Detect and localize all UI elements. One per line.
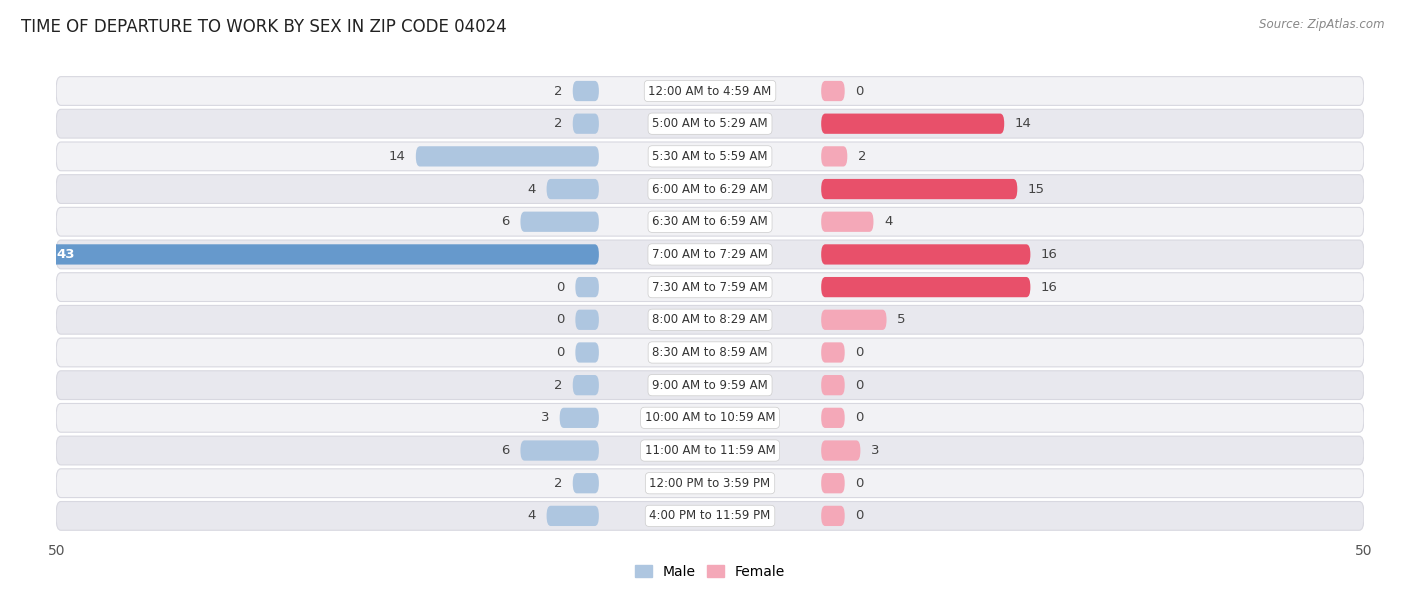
- FancyBboxPatch shape: [56, 436, 1364, 465]
- Text: 0: 0: [855, 346, 863, 359]
- Text: 14: 14: [1015, 117, 1032, 130]
- FancyBboxPatch shape: [560, 408, 599, 428]
- FancyBboxPatch shape: [547, 179, 599, 199]
- FancyBboxPatch shape: [56, 142, 1364, 171]
- FancyBboxPatch shape: [56, 77, 1364, 105]
- Text: 2: 2: [554, 378, 562, 392]
- FancyBboxPatch shape: [821, 506, 845, 526]
- FancyBboxPatch shape: [575, 342, 599, 362]
- Text: 4: 4: [527, 183, 536, 196]
- FancyBboxPatch shape: [575, 277, 599, 298]
- Text: 5:00 AM to 5:29 AM: 5:00 AM to 5:29 AM: [652, 117, 768, 130]
- FancyBboxPatch shape: [56, 371, 1364, 399]
- Text: 4:00 PM to 11:59 PM: 4:00 PM to 11:59 PM: [650, 509, 770, 522]
- FancyBboxPatch shape: [821, 245, 1031, 265]
- FancyBboxPatch shape: [821, 179, 1018, 199]
- Text: 10:00 AM to 10:59 AM: 10:00 AM to 10:59 AM: [645, 411, 775, 424]
- Text: 12:00 PM to 3:59 PM: 12:00 PM to 3:59 PM: [650, 477, 770, 490]
- Text: 16: 16: [1040, 281, 1057, 293]
- FancyBboxPatch shape: [37, 245, 599, 265]
- FancyBboxPatch shape: [56, 175, 1364, 203]
- FancyBboxPatch shape: [56, 305, 1364, 334]
- Text: 2: 2: [554, 117, 562, 130]
- Text: 3: 3: [870, 444, 879, 457]
- Text: 15: 15: [1028, 183, 1045, 196]
- Legend: Male, Female: Male, Female: [630, 559, 790, 584]
- Text: 0: 0: [855, 411, 863, 424]
- FancyBboxPatch shape: [416, 146, 599, 167]
- FancyBboxPatch shape: [520, 212, 599, 232]
- FancyBboxPatch shape: [821, 375, 845, 395]
- FancyBboxPatch shape: [821, 309, 887, 330]
- Text: 6:30 AM to 6:59 AM: 6:30 AM to 6:59 AM: [652, 215, 768, 228]
- Text: 0: 0: [855, 378, 863, 392]
- FancyBboxPatch shape: [821, 114, 1004, 134]
- Text: 6:00 AM to 6:29 AM: 6:00 AM to 6:29 AM: [652, 183, 768, 196]
- Text: 43: 43: [56, 248, 75, 261]
- Text: 16: 16: [1040, 248, 1057, 261]
- FancyBboxPatch shape: [821, 473, 845, 493]
- FancyBboxPatch shape: [572, 114, 599, 134]
- FancyBboxPatch shape: [821, 408, 845, 428]
- Text: 4: 4: [527, 509, 536, 522]
- Text: 0: 0: [557, 346, 565, 359]
- Text: 3: 3: [541, 411, 550, 424]
- FancyBboxPatch shape: [56, 338, 1364, 367]
- Text: 8:00 AM to 8:29 AM: 8:00 AM to 8:29 AM: [652, 314, 768, 326]
- FancyBboxPatch shape: [572, 375, 599, 395]
- FancyBboxPatch shape: [56, 208, 1364, 236]
- FancyBboxPatch shape: [56, 502, 1364, 530]
- FancyBboxPatch shape: [821, 440, 860, 461]
- Text: 4: 4: [884, 215, 893, 228]
- FancyBboxPatch shape: [56, 109, 1364, 138]
- FancyBboxPatch shape: [520, 440, 599, 461]
- FancyBboxPatch shape: [572, 81, 599, 101]
- FancyBboxPatch shape: [56, 240, 1364, 269]
- Text: 2: 2: [554, 477, 562, 490]
- Text: 0: 0: [557, 314, 565, 326]
- Text: Source: ZipAtlas.com: Source: ZipAtlas.com: [1260, 18, 1385, 31]
- FancyBboxPatch shape: [575, 309, 599, 330]
- Text: 2: 2: [858, 150, 866, 163]
- Text: 7:00 AM to 7:29 AM: 7:00 AM to 7:29 AM: [652, 248, 768, 261]
- Text: 0: 0: [855, 509, 863, 522]
- FancyBboxPatch shape: [56, 273, 1364, 302]
- FancyBboxPatch shape: [821, 212, 873, 232]
- Text: TIME OF DEPARTURE TO WORK BY SEX IN ZIP CODE 04024: TIME OF DEPARTURE TO WORK BY SEX IN ZIP …: [21, 18, 506, 36]
- Text: 5: 5: [897, 314, 905, 326]
- FancyBboxPatch shape: [56, 403, 1364, 432]
- Text: 6: 6: [502, 444, 510, 457]
- Text: 7:30 AM to 7:59 AM: 7:30 AM to 7:59 AM: [652, 281, 768, 293]
- Text: 0: 0: [855, 477, 863, 490]
- Text: 0: 0: [855, 84, 863, 98]
- Text: 8:30 AM to 8:59 AM: 8:30 AM to 8:59 AM: [652, 346, 768, 359]
- Text: 0: 0: [557, 281, 565, 293]
- FancyBboxPatch shape: [56, 469, 1364, 497]
- FancyBboxPatch shape: [547, 506, 599, 526]
- FancyBboxPatch shape: [821, 146, 848, 167]
- FancyBboxPatch shape: [572, 473, 599, 493]
- FancyBboxPatch shape: [821, 277, 1031, 298]
- Text: 6: 6: [502, 215, 510, 228]
- FancyBboxPatch shape: [821, 342, 845, 362]
- Text: 2: 2: [554, 84, 562, 98]
- Text: 14: 14: [388, 150, 405, 163]
- Text: 5:30 AM to 5:59 AM: 5:30 AM to 5:59 AM: [652, 150, 768, 163]
- Text: 9:00 AM to 9:59 AM: 9:00 AM to 9:59 AM: [652, 378, 768, 392]
- Text: 12:00 AM to 4:59 AM: 12:00 AM to 4:59 AM: [648, 84, 772, 98]
- FancyBboxPatch shape: [821, 81, 845, 101]
- Text: 11:00 AM to 11:59 AM: 11:00 AM to 11:59 AM: [645, 444, 775, 457]
